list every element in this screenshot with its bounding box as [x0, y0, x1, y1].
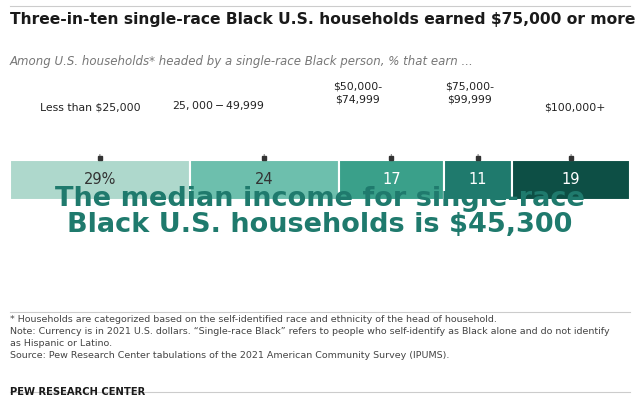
- Text: $100,000+: $100,000+: [544, 102, 605, 112]
- Text: Among U.S. households* headed by a single-race Black person, % that earn ...: Among U.S. households* headed by a singl…: [10, 55, 474, 68]
- Text: The median income for single-race: The median income for single-race: [55, 186, 585, 212]
- Text: as Hispanic or Latino.: as Hispanic or Latino.: [10, 339, 112, 348]
- Text: $50,000-
$74,999: $50,000- $74,999: [333, 82, 383, 104]
- Bar: [190, 160, 339, 200]
- Text: $25,000-$49,999: $25,000-$49,999: [172, 99, 264, 112]
- Text: Black U.S. households is $45,300: Black U.S. households is $45,300: [67, 212, 573, 238]
- Bar: [10, 160, 190, 200]
- Text: Three-in-ten single-race Black U.S. households earned $75,000 or more in 2021: Three-in-ten single-race Black U.S. hous…: [10, 12, 640, 27]
- Text: PEW RESEARCH CENTER: PEW RESEARCH CENTER: [10, 387, 145, 397]
- Text: 29%: 29%: [84, 173, 116, 188]
- Text: Source: Pew Research Center tabulations of the 2021 American Community Survey (I: Source: Pew Research Center tabulations …: [10, 351, 449, 360]
- Text: 11: 11: [469, 173, 487, 188]
- Bar: [444, 160, 512, 200]
- Bar: [512, 160, 630, 200]
- Bar: [339, 160, 444, 200]
- Text: Less than $25,000: Less than $25,000: [40, 102, 140, 112]
- Text: 19: 19: [562, 173, 580, 188]
- Text: 17: 17: [382, 173, 401, 188]
- Text: * Households are categorized based on the self-identified race and ethnicity of : * Households are categorized based on th…: [10, 315, 497, 324]
- Text: Note: Currency is in 2021 U.S. dollars. “Single-race Black” refers to people who: Note: Currency is in 2021 U.S. dollars. …: [10, 327, 610, 336]
- Text: 24: 24: [255, 173, 273, 188]
- Text: $75,000-
$99,999: $75,000- $99,999: [445, 82, 495, 104]
